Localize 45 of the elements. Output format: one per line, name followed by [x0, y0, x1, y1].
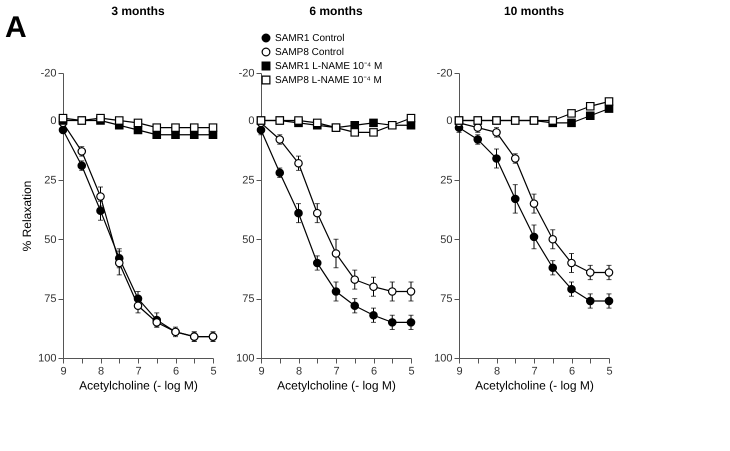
x-axis-title: Acetylcholine (- log M) — [277, 378, 396, 392]
y-tick-label: 75 — [440, 293, 452, 306]
y-tick-label: 50 — [44, 234, 56, 246]
y-tick-label: 0 — [446, 115, 452, 127]
y-tick-label: 50 — [242, 234, 254, 246]
x-tick-label: 6 — [172, 366, 180, 378]
legend-label: SAMR1 L-NAME 10⁻⁴ M — [275, 61, 382, 72]
x-tick-label: 5 — [408, 366, 415, 378]
y-tick-label: 75 — [242, 293, 254, 306]
y-tick-label: 0 — [50, 115, 56, 127]
x-tick-label: 8 — [296, 366, 302, 378]
y-tick-label: 100 — [38, 352, 56, 364]
y-tick-label: 75 — [44, 293, 56, 306]
x-tick-label: 8 — [98, 366, 104, 378]
y-tick-label: -20 — [238, 68, 254, 80]
legend-label: SAMR1 Control — [275, 33, 344, 44]
x-tick-label: 7 — [135, 366, 142, 378]
x-tick-label: 5 — [210, 366, 217, 378]
x-tick-label: 8 — [494, 366, 500, 378]
chart-title: 3 months — [111, 4, 165, 18]
y-tick-label: 0 — [248, 115, 254, 127]
x-axis-title: Acetylcholine (- log M) — [475, 378, 594, 392]
chart-title: 6 months — [309, 4, 363, 18]
x-tick-label: 5 — [606, 366, 613, 378]
x-tick-label: 6 — [370, 366, 378, 378]
legend-label: SAMP8 Control — [275, 47, 344, 58]
legend-label: SAMP8 L-NAME 10⁻⁴ M — [275, 75, 382, 86]
x-tick-label: 7 — [531, 366, 538, 378]
x-tick-label: 6 — [568, 366, 576, 378]
chart-title: 10 months — [504, 4, 564, 18]
y-tick-label: 100 — [434, 352, 452, 364]
y-tick-label: -20 — [40, 68, 56, 80]
y-tick-label: -20 — [436, 68, 452, 80]
x-tick-label: 9 — [60, 366, 67, 378]
x-axis-title: Acetylcholine (- log M) — [79, 378, 198, 392]
x-tick-label: 9 — [258, 366, 265, 378]
y-axis-title: % Relaxation — [20, 180, 34, 252]
y-tick-label: 50 — [440, 234, 452, 246]
x-tick-label: 9 — [456, 366, 463, 378]
x-tick-label: 7 — [333, 366, 340, 378]
y-tick-label: 25 — [440, 174, 452, 186]
text: A — [5, 11, 27, 44]
y-tick-label: 25 — [44, 174, 56, 186]
y-tick-label: 100 — [236, 352, 254, 364]
y-tick-label: 25 — [242, 174, 254, 186]
